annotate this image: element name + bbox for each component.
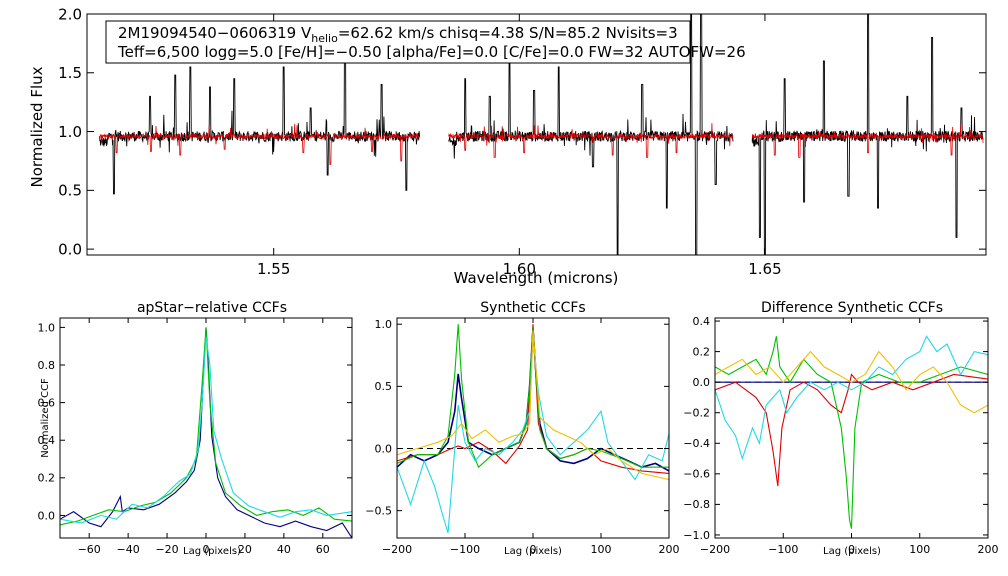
apstar-ccf-axes: −60 −40 −20 0 20 40 60 0.0 0.2 0.4 0.6 0.8 1.0 [38, 318, 352, 556]
synthetic-ccf-plot-area [397, 324, 669, 534]
y-tick-label: 2.0 [58, 5, 82, 23]
difference-ccf-axes: −200 −100 0 100 200 −1.0 −0.8 −0.6 −0.4 −0.2 0.0 0.… [683, 315, 998, 556]
ccf-line-visit-3 [715, 335, 988, 461]
spectrum-frame [86, 13, 987, 256]
difference-ccf-plot-area [715, 335, 988, 529]
y-tick-label: 0.0 [375, 442, 393, 455]
spectrum-ylabel: Normalized Flux [28, 66, 46, 187]
spectrum-axes: 1.55 1.60 1.65 0.0 0.5 1.0 1.5 2.0 [58, 5, 986, 278]
y-tick-label: 0.4 [38, 434, 56, 447]
spectrum-series-group [98, 14, 984, 255]
y-tick-label: −0.5 [365, 505, 392, 518]
spectrum-xlabel: Wavelength (microns) [454, 269, 619, 287]
y-tick-label: 0.4 [693, 315, 711, 328]
x-tick-label: 1.60 [503, 260, 536, 278]
apstar-ccf-plot-area [60, 327, 352, 538]
spectrum-panel: 1.55 1.60 1.65 0.0 0.5 1.0 1.5 2.0 Wavelength (… [28, 5, 987, 287]
header-line1: 2M19094540−0606319 Vhelio=62.62 km/s chi… [118, 24, 678, 45]
x-tick-label: 0 [203, 543, 210, 556]
synthetic-ccf-axes: −200 −100 0 100 200 −0.5 0.0 0.5 1.0 [365, 318, 680, 556]
ccf-line-visit-3 [60, 336, 352, 524]
synthetic-ccf-panel: −200 −100 0 100 200 −0.5 0.0 0.5 1.0 Synthetic C… [365, 300, 679, 557]
x-tick-label: −60 [78, 543, 101, 556]
series-group [397, 324, 669, 534]
y-tick-label: −0.8 [683, 498, 710, 511]
x-tick-label: 20 [238, 543, 252, 556]
ccf-line-visit-2 [715, 336, 988, 529]
y-tick-label: 1.5 [58, 64, 82, 82]
x-tick-label: −100 [450, 543, 480, 556]
x-tick-label: 60 [316, 543, 330, 556]
spectrum-plot-area [98, 14, 984, 255]
y-tick-label: 0.0 [58, 240, 82, 258]
x-tick-label: −40 [117, 543, 140, 556]
series-group [60, 327, 352, 538]
y-tick-label: −0.4 [683, 437, 710, 450]
apstar-ccf-panel: −60 −40 −20 0 20 40 60 0.0 0.2 0.4 0.6 0.8 1.0 apSta… [38, 300, 353, 557]
x-tick-label: 1.55 [257, 260, 290, 278]
synthetic-ccf-title: Synthetic CCFs [480, 300, 585, 316]
y-tick-label: −0.6 [683, 468, 710, 481]
ccf-line-visit-4 [715, 350, 988, 414]
y-tick-label: 0.0 [38, 509, 56, 522]
ccf-line-visit-2 [60, 327, 352, 526]
x-tick-label: 200 [978, 543, 999, 556]
apstar-ccf-ylabel: Normalized CCF [40, 378, 51, 458]
ccf-line-visit-1 [715, 373, 988, 487]
y-tick-label: 0.8 [38, 359, 56, 372]
ccf-line-sum [397, 327, 669, 472]
ccf-line-visit-3 [397, 336, 669, 534]
apstar-ccf-xlabel: Lag (pixels) [183, 546, 241, 557]
y-tick-label: −1.0 [683, 529, 710, 542]
ccf-line-visit-1 [60, 327, 352, 538]
y-tick-label: 0.2 [38, 472, 56, 485]
apstar-ccf-title: apStar−relative CCFs [137, 300, 287, 316]
apstar-ccf-frame [59, 317, 353, 539]
x-tick-label: −100 [768, 543, 798, 556]
y-tick-label: 1.0 [38, 321, 56, 334]
y-tick-label: 1.0 [375, 318, 393, 331]
header-line2: Teff=6,500 logg=5.0 [Fe/H]=−0.50 [alpha/… [117, 43, 746, 61]
x-tick-label: 1.65 [748, 260, 781, 278]
x-tick-label: 200 [659, 543, 680, 556]
synthetic-ccf-xlabel: Lag (pixels) [504, 546, 562, 557]
y-tick-label: 0.2 [693, 345, 711, 358]
x-tick-label: 100 [909, 543, 930, 556]
spectrum-header-box: 2M19094540−0606319 Vhelio=62.62 km/s chi… [105, 20, 746, 64]
x-tick-label: −200 [700, 543, 730, 556]
y-tick-label: 0.5 [58, 182, 82, 200]
y-tick-label: −0.2 [683, 407, 710, 420]
x-tick-label: −20 [155, 543, 178, 556]
ccf-line-visit-4 [397, 330, 669, 481]
difference-ccf-frame [714, 317, 989, 539]
x-tick-label: −200 [382, 543, 412, 556]
difference-ccf-panel: −200 −100 0 100 200 −1.0 −0.8 −0.6 −0.4 −0.2 0.0 0.… [683, 300, 998, 557]
synthetic-ccf-frame [396, 317, 670, 539]
x-tick-label: 0 [530, 543, 537, 556]
difference-ccf-xlabel: Lag (pixels) [823, 546, 881, 557]
x-tick-label: 100 [591, 543, 612, 556]
ccf-line-visit-1 [397, 324, 669, 474]
y-tick-label: 0.6 [38, 396, 56, 409]
x-tick-label: 0 [848, 543, 855, 556]
y-tick-label: 0.0 [693, 376, 711, 389]
y-tick-label: 1.0 [58, 123, 82, 141]
x-tick-label: 40 [277, 543, 291, 556]
difference-ccf-title: Difference Synthetic CCFs [761, 300, 943, 316]
spectrum-line-synthetic [98, 123, 984, 165]
y-tick-label: 0.5 [375, 380, 393, 393]
series-group [715, 335, 988, 529]
